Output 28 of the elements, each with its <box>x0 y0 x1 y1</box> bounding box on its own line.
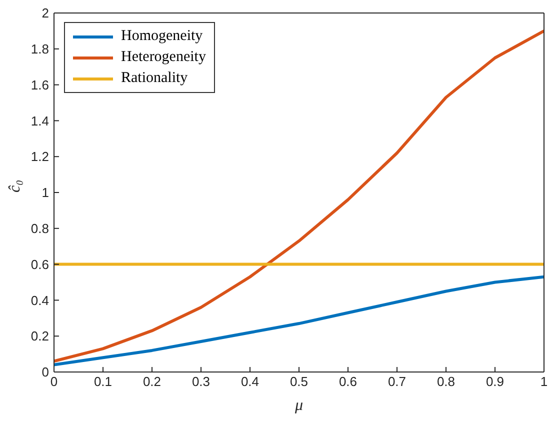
y-tick-label: 1.6 <box>30 77 49 92</box>
y-tick-label: 2 <box>42 6 49 21</box>
legend-label: Heterogeneity <box>121 48 206 67</box>
line-series <box>54 29 544 363</box>
y-axis-title: ĉ₀ <box>6 180 24 192</box>
y-tick-label: 0 <box>42 364 49 380</box>
x-axis-title: μ <box>294 397 304 414</box>
y-tick-label: 0.4 <box>30 292 49 308</box>
y-tick-label: 1.2 <box>30 149 49 164</box>
y-tick-label: 0.8 <box>30 221 49 236</box>
line-series <box>54 275 544 366</box>
y-tick-label: 1.8 <box>30 42 49 57</box>
x-tick-label: 0.2 <box>142 374 162 390</box>
x-tick-label: 0.4 <box>240 374 260 390</box>
y-tick-label: 1 <box>42 185 49 200</box>
legend-label: Rationality <box>121 69 188 88</box>
y-tick-label: 0.2 <box>30 328 49 344</box>
legend-label: Homogeneity <box>121 27 203 46</box>
x-tick-label: 0.1 <box>94 374 112 390</box>
x-tick-label: 0.3 <box>192 374 210 390</box>
x-tick-label: 0.6 <box>338 374 358 390</box>
y-tick-label: 0.6 <box>30 256 49 272</box>
y-tick-label: 1.4 <box>30 113 49 128</box>
x-tick-label: 0.7 <box>388 374 406 390</box>
x-tick-label: 1 <box>540 374 548 390</box>
x-tick-label: 0.8 <box>436 374 456 390</box>
x-tick-label: 0.9 <box>486 374 504 390</box>
x-tick-label: 0.5 <box>290 374 308 390</box>
